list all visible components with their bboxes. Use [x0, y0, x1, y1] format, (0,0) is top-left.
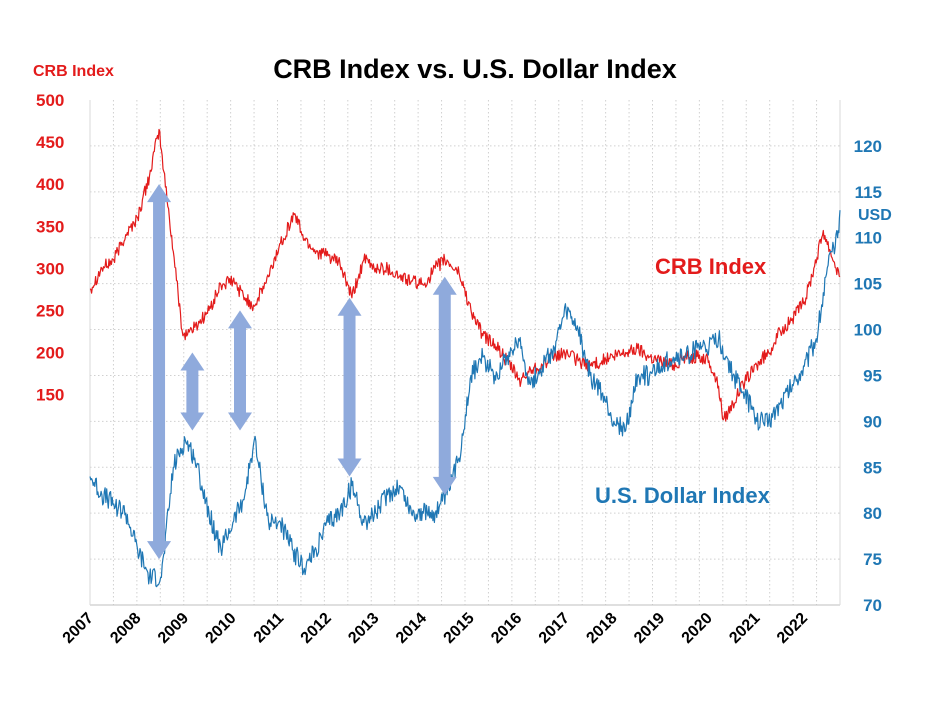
- double-arrow-marker: [432, 276, 457, 495]
- left-axis-title: CRB Index: [33, 63, 114, 80]
- left-tick-label: 200: [36, 344, 64, 363]
- right-tick-label: 115: [855, 183, 882, 202]
- double-arrow-marker: [180, 352, 205, 431]
- x-tick-label: 2012: [298, 610, 335, 647]
- x-axis-ticks: 2007 2008 2009 2010 2011 2012 2013 2014 2015 2016…: [60, 610, 812, 647]
- x-tick-label: 2007: [60, 610, 97, 647]
- left-tick-label: 350: [36, 217, 64, 236]
- double-arrow-marker: [228, 310, 252, 431]
- double-arrow-marker: [147, 184, 172, 560]
- x-tick-label: 2018: [583, 610, 620, 647]
- left-tick-label: 300: [36, 259, 64, 278]
- x-tick-label: 2014: [393, 610, 430, 647]
- crb-series-line: [89, 128, 841, 422]
- usd-series-label: U.S. Dollar Index: [595, 483, 771, 508]
- x-tick-label: 2009: [155, 610, 192, 647]
- right-tick-label: 80: [863, 504, 882, 523]
- right-axis-ticks: 120 115 110 105 100 95 90 85 80 75 70: [854, 137, 882, 615]
- left-tick-label: 400: [36, 175, 64, 194]
- x-tick-label: 2016: [488, 610, 525, 647]
- x-tick-label: 2010: [202, 610, 239, 647]
- series-layer: [89, 128, 841, 588]
- right-tick-label: 95: [863, 366, 882, 385]
- chart-title: CRB Index vs. U.S. Dollar Index: [273, 54, 677, 84]
- x-tick-label: 2015: [441, 610, 478, 647]
- right-axis-title: USD: [858, 207, 892, 224]
- x-tick-label: 2021: [726, 610, 763, 647]
- crb-series-label: CRB Index: [655, 254, 767, 279]
- right-tick-label: 85: [863, 458, 882, 477]
- x-tick-label: 2017: [536, 610, 573, 647]
- right-tick-label: 75: [863, 550, 882, 569]
- grid: [89, 100, 841, 606]
- x-tick-label: 2022: [774, 610, 811, 647]
- left-tick-label: 450: [36, 133, 64, 152]
- x-tick-label: 2013: [345, 610, 382, 647]
- right-tick-label: 70: [863, 596, 882, 615]
- double-arrow-marker: [337, 297, 362, 477]
- right-tick-label: 100: [854, 321, 882, 340]
- right-tick-label: 120: [854, 137, 882, 156]
- right-tick-label: 105: [854, 275, 882, 294]
- x-tick-label: 2019: [631, 610, 668, 647]
- usd-series-line: [89, 210, 841, 588]
- right-tick-label: 90: [863, 412, 882, 431]
- left-tick-label: 150: [36, 386, 64, 405]
- x-tick-label: 2008: [107, 610, 144, 647]
- right-tick-label: 110: [855, 229, 882, 248]
- x-tick-label: 2020: [679, 610, 716, 647]
- left-tick-label: 500: [36, 91, 64, 110]
- left-tick-label: 250: [36, 301, 64, 320]
- x-tick-label: 2011: [251, 610, 288, 647]
- left-axis-ticks: 500 450 400 350 300 250 200 150: [36, 91, 64, 405]
- arrow-layer: [147, 184, 457, 560]
